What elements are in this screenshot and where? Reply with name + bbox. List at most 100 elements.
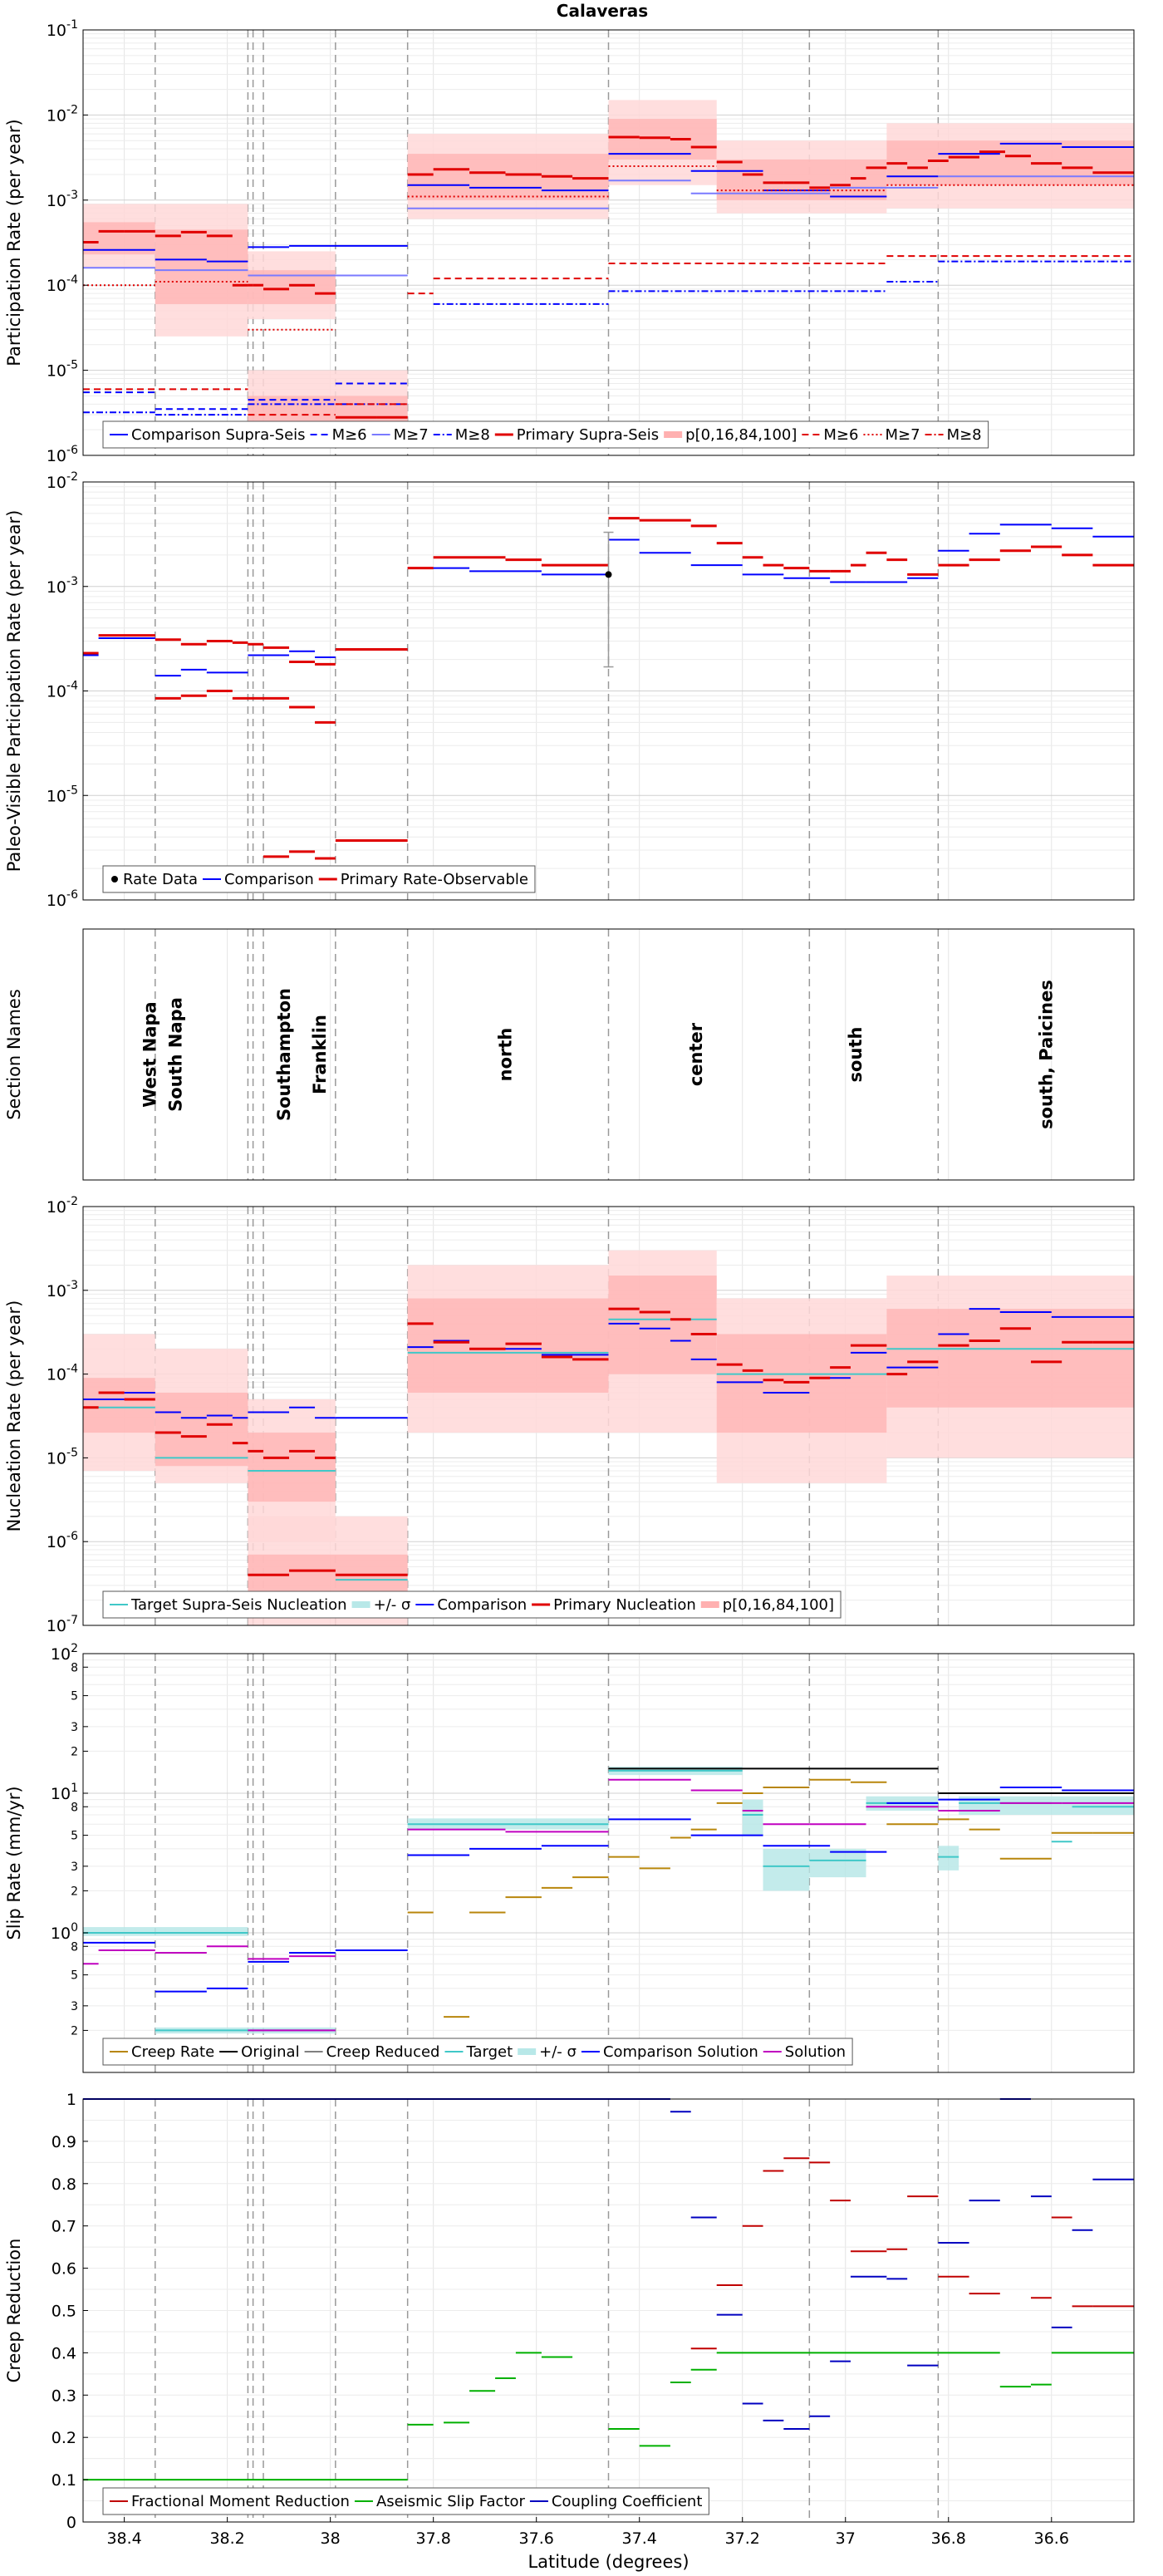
legend-label: Comparison Solution bbox=[603, 2043, 758, 2061]
legend-item: Primary Rate-Observable bbox=[318, 871, 528, 888]
legend-item: +/- σ bbox=[518, 2043, 577, 2061]
y-tick-label: 0.1 bbox=[52, 2471, 76, 2490]
legend-label: Comparison bbox=[224, 871, 314, 888]
legend-item: Coupling Coefficient bbox=[529, 2493, 702, 2510]
legend-label: Creep Rate bbox=[131, 2043, 214, 2061]
legend-label: Comparison Supra-Seis bbox=[131, 426, 306, 444]
legend-item: M≥7 bbox=[863, 426, 920, 444]
section-name: center bbox=[686, 1022, 706, 1086]
uncertainty-band-inner bbox=[83, 222, 155, 255]
legend-item: Creep Rate bbox=[110, 2043, 214, 2061]
y-tick-label: 100 bbox=[51, 1921, 78, 1943]
nucleation-panel: 10-7 10-6 10-5 10-4 10-3 10-2 Nucleation Rate … bbox=[4, 1195, 1135, 1635]
y-tick-label: 10-4 bbox=[47, 273, 78, 295]
plot-frame bbox=[82, 1653, 1135, 2073]
legend-label: Target Supra-Seis Nucleation bbox=[130, 1596, 347, 1614]
series-target-supra-seis-nucleation bbox=[83, 1318, 1134, 1581]
y-tick-label: 10-5 bbox=[47, 1446, 78, 1467]
y-tick-label: 10-3 bbox=[47, 1279, 78, 1300]
y-tick-label: 0.9 bbox=[52, 2133, 76, 2151]
chart-title: Calaveras bbox=[557, 1, 648, 21]
legend-label: Target bbox=[465, 2043, 513, 2061]
y-tick-label: 10-2 bbox=[47, 470, 78, 492]
uncertainty-band-inner bbox=[155, 229, 248, 304]
series-fractional-moment-reduction bbox=[690, 2157, 1134, 2350]
legend-label: M≥7 bbox=[885, 426, 920, 444]
uncertainty-band-inner bbox=[155, 1392, 248, 1467]
y-tick-label: 10-2 bbox=[47, 1195, 78, 1217]
uncertainty-band bbox=[742, 1799, 763, 1836]
y-tick-label: 5 bbox=[71, 1690, 78, 1703]
legend-item: Solution bbox=[763, 2043, 846, 2061]
uncertainty-band-inner bbox=[248, 1433, 336, 1502]
y-tick-label: 10-6 bbox=[47, 888, 78, 910]
x-axis: 38.4 38.2 38 37.8 37.6 37.4 37.2 37 36.8 36.6 Lati… bbox=[106, 2517, 1069, 2572]
legend-label: Solution bbox=[785, 2043, 846, 2061]
legend-label: Rate Data bbox=[123, 871, 198, 888]
legend-item: Comparison bbox=[415, 1596, 527, 1614]
x-tick-label: 38.2 bbox=[209, 2529, 244, 2548]
y-tick-label: 5 bbox=[71, 1830, 78, 1843]
legend-item: M≥8 bbox=[925, 426, 982, 444]
legend-item: Target bbox=[444, 2043, 513, 2061]
legend-label: M≥7 bbox=[394, 426, 429, 444]
legend-label: p[0,16,84,100] bbox=[685, 426, 797, 444]
y-axis-label: Creep Reduction bbox=[4, 2239, 24, 2383]
section-name: south, Paicines bbox=[1037, 980, 1057, 1129]
x-tick-label: 37.6 bbox=[519, 2529, 554, 2548]
y-tick-label: 2 bbox=[71, 1745, 78, 1758]
series-creep-rate bbox=[407, 1778, 1134, 2018]
y-tick-label: 10-6 bbox=[47, 444, 78, 465]
y-tick-label: 0.5 bbox=[52, 2303, 76, 2321]
y-tick-label: 102 bbox=[51, 1642, 78, 1664]
x-tick-label: 38 bbox=[321, 2529, 341, 2548]
uncertainty-band bbox=[83, 1927, 248, 1936]
series-solution bbox=[83, 1778, 1134, 2032]
y-tick-label: 8 bbox=[71, 1801, 78, 1814]
y-tick-label: 0.7 bbox=[52, 2218, 76, 2236]
x-tick-label: 37.2 bbox=[725, 2529, 760, 2548]
legend-item: Aseismic Slip Factor bbox=[354, 2493, 526, 2510]
legend: Creep Rate Original Creep Reduced Target +/-… bbox=[110, 2043, 846, 2061]
section-name: south bbox=[846, 1027, 866, 1083]
legend-label: Original bbox=[241, 2043, 299, 2061]
legend-label: Coupling Coefficient bbox=[552, 2493, 702, 2510]
y-tick-label: 10-1 bbox=[47, 18, 78, 40]
legend: Comparison Supra-Seis M≥6 M≥7 M≥8 Primary Su… bbox=[110, 426, 982, 444]
legend-label: Primary Nucleation bbox=[553, 1596, 696, 1614]
y-axis-label: Participation Rate (per year) bbox=[4, 119, 24, 366]
legend-label: Primary Rate-Observable bbox=[341, 871, 528, 888]
legend-label: +/- σ bbox=[374, 1596, 411, 1614]
y-tick-label: 0.3 bbox=[52, 2387, 76, 2405]
uncertainty-band-inner bbox=[608, 1276, 717, 1374]
uncertainty-band-inner bbox=[407, 1298, 609, 1393]
section-name: north bbox=[495, 1028, 515, 1082]
series-comparison-m-7 bbox=[83, 175, 1134, 277]
y-tick-label: 8 bbox=[71, 1661, 78, 1674]
legend-label: M≥6 bbox=[332, 426, 367, 444]
legend-label: Fractional Moment Reduction bbox=[131, 2493, 350, 2510]
y-tick-label: 0.8 bbox=[52, 2175, 76, 2194]
y-tick-label: 10-5 bbox=[47, 784, 78, 805]
y-tick-label: 10-7 bbox=[47, 1614, 78, 1635]
y-tick-label: 10-3 bbox=[47, 575, 78, 597]
y-tick-label: 10-6 bbox=[47, 1530, 78, 1551]
legend-label: M≥8 bbox=[455, 426, 490, 444]
uncertainty-band-inner bbox=[886, 1309, 1134, 1408]
uncertainty-band bbox=[959, 1796, 1134, 1816]
y-tick-label: 0.2 bbox=[52, 2429, 76, 2447]
legend-item: p[0,16,84,100] bbox=[664, 426, 797, 444]
uncertainty-band-inner bbox=[83, 1378, 155, 1433]
series-comparison bbox=[83, 1308, 1134, 1419]
x-axis-label: Latitude (degrees) bbox=[528, 2552, 689, 2572]
legend-item: Rate Data bbox=[111, 871, 198, 888]
uncertainty-band bbox=[763, 1848, 810, 1891]
legend-item: M≥6 bbox=[802, 426, 858, 444]
legend-swatch bbox=[111, 876, 118, 882]
x-tick-label: 36.8 bbox=[931, 2529, 966, 2548]
section-name: South Napa bbox=[166, 997, 186, 1112]
legend-item: Primary Nucleation bbox=[532, 1596, 696, 1614]
series-primary-rate-observable bbox=[83, 517, 1134, 860]
rate-data-point bbox=[605, 571, 612, 578]
legend-box bbox=[102, 2487, 709, 2515]
